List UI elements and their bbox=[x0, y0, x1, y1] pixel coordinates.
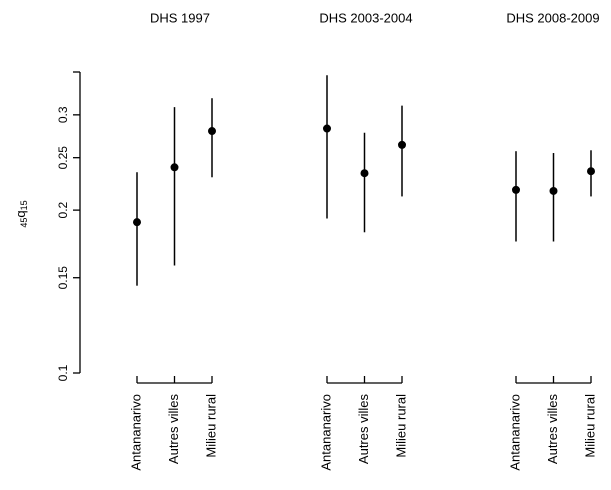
y-tick-label: 0.15 bbox=[56, 266, 70, 290]
x-tick-label: Autres villes bbox=[545, 394, 560, 465]
data-point bbox=[208, 127, 216, 136]
x-tick-label: Autres villes bbox=[166, 394, 181, 465]
data-point bbox=[587, 167, 595, 176]
panel-title: DHS 1997 bbox=[150, 10, 210, 25]
x-tick-label: Antananarivo bbox=[318, 394, 333, 471]
x-tick-label: Antananarivo bbox=[507, 394, 522, 471]
panel: DHS 1997 Antananarivo Autres villes Milieu … bbox=[128, 10, 218, 470]
x-tick-label: Milieu rural bbox=[582, 394, 597, 458]
y-tick-label: 0.3 bbox=[56, 106, 70, 123]
data-point bbox=[323, 124, 331, 133]
y-axis-label: 45q15 bbox=[13, 200, 29, 227]
panel: DHS 2008-2009 Antananarivo Autres villes Mi… bbox=[506, 10, 599, 470]
data-point bbox=[360, 169, 369, 178]
data-point bbox=[398, 140, 406, 149]
panels: DHS 1997 Antananarivo Autres villes Milieu … bbox=[128, 10, 599, 470]
data-point bbox=[512, 185, 520, 194]
y-tick-label: 0.1 bbox=[56, 364, 70, 381]
x-tick-label: Antananarivo bbox=[128, 394, 143, 471]
data-point bbox=[133, 218, 141, 227]
data-point bbox=[170, 163, 179, 172]
x-tick-label: Autres villes bbox=[356, 394, 371, 465]
data-point bbox=[549, 186, 558, 195]
y-tick-label: 0.25 bbox=[56, 146, 70, 170]
y-axis: 0.1 0.15 0.2 0.25 0.3 bbox=[56, 71, 81, 381]
panel-title: DHS 2003-2004 bbox=[319, 10, 412, 25]
panel: DHS 2003-2004 Antananarivo Autres villes Mi… bbox=[318, 10, 412, 470]
panel-title: DHS 2008-2009 bbox=[506, 10, 599, 25]
y-tick-label: 0.2 bbox=[56, 201, 70, 218]
y-axis-title: 45q15 bbox=[13, 200, 29, 227]
x-tick-label: Milieu rural bbox=[203, 394, 218, 458]
x-tick-label: Milieu rural bbox=[393, 394, 408, 458]
